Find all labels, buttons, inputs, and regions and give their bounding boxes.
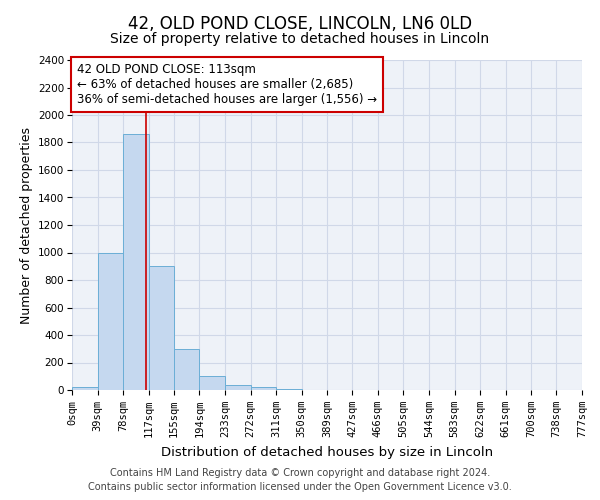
- Bar: [123, 134, 149, 390]
- Bar: [149, 266, 174, 390]
- Text: Contains HM Land Registry data © Crown copyright and database right 2024.
Contai: Contains HM Land Registry data © Crown c…: [88, 468, 512, 492]
- Y-axis label: Number of detached properties: Number of detached properties: [20, 126, 32, 324]
- Bar: [98, 252, 123, 390]
- Bar: [199, 376, 225, 390]
- Bar: [251, 387, 276, 390]
- Bar: [72, 387, 98, 390]
- Text: Size of property relative to detached houses in Lincoln: Size of property relative to detached ho…: [110, 32, 490, 46]
- Bar: [225, 385, 251, 390]
- X-axis label: Distribution of detached houses by size in Lincoln: Distribution of detached houses by size …: [161, 446, 493, 458]
- Text: 42, OLD POND CLOSE, LINCOLN, LN6 0LD: 42, OLD POND CLOSE, LINCOLN, LN6 0LD: [128, 15, 472, 33]
- Text: 42 OLD POND CLOSE: 113sqm
← 63% of detached houses are smaller (2,685)
36% of se: 42 OLD POND CLOSE: 113sqm ← 63% of detac…: [77, 64, 377, 106]
- Bar: [174, 349, 199, 390]
